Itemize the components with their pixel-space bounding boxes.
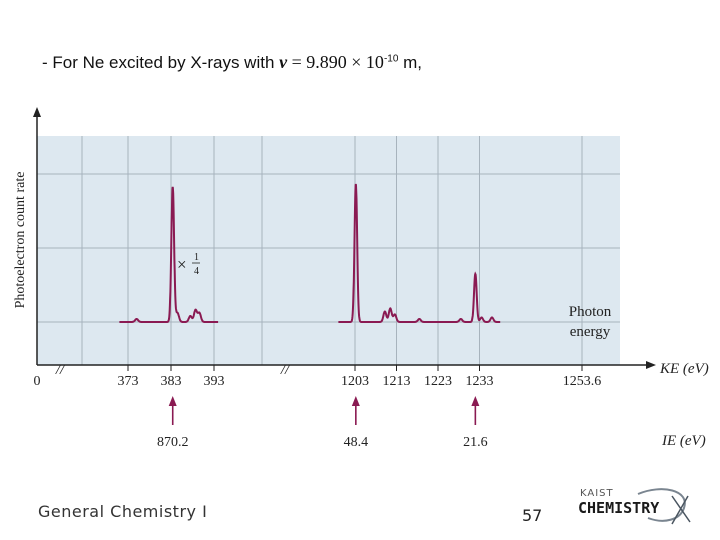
- tick-label-1233: 1233: [466, 374, 494, 389]
- title-equation: = 9.890 × 10: [287, 52, 384, 72]
- ie-arrow-head-2: [471, 396, 480, 406]
- logo-cross: [671, 495, 691, 525]
- plot-background: [37, 136, 620, 365]
- photoelectron-spectrum-chart: 0 373 383 393 1203 1213 1223 1233 1253.6 // // 870…: [13, 107, 709, 450]
- title-nu-symbol: ν: [279, 52, 288, 72]
- course-footer: General Chemistry I: [38, 502, 208, 521]
- x-ticks: 0 373 383 393 1203 1213 1223 1233 1253.6 // //: [34, 362, 602, 389]
- spectrum-trace: [119, 183, 501, 323]
- scale-annotation-numerator: 1: [194, 252, 199, 263]
- kaist-chemistry-logo: KAIST CHEMISTRY: [578, 488, 691, 525]
- tick-label-1203: 1203: [341, 374, 369, 389]
- tick-label-383: 383: [161, 374, 182, 389]
- logo-kaist-text: KAIST: [580, 488, 614, 499]
- scale-annotation-times: ×: [177, 255, 187, 274]
- tick-label-1223: 1223: [424, 374, 452, 389]
- ie-label-0: 870.2: [157, 435, 189, 450]
- x-axis-arrow: [646, 361, 656, 369]
- ie-label-1: 48.4: [344, 435, 369, 450]
- ie-arrows: 870.2 48.4 21.6: [157, 396, 488, 450]
- tick-label-0: 0: [34, 374, 41, 389]
- ke-axis-label: KE (eV): [659, 361, 709, 377]
- ie-label-2: 21.6: [463, 435, 488, 450]
- scale-annotation-denominator: 4: [194, 266, 199, 277]
- tick-label-1253.6: 1253.6: [563, 374, 602, 389]
- ie-arrow-head-0: [168, 396, 177, 406]
- tick-label-393: 393: [204, 374, 225, 389]
- ie-arrow-head-1: [351, 396, 360, 406]
- ie-axis-label: IE (eV): [661, 433, 706, 449]
- tick-label-1213: 1213: [383, 374, 411, 389]
- photon-energy-label-line1: Photon: [569, 304, 612, 320]
- photon-energy-label-line2: energy: [570, 324, 611, 340]
- y-axis-arrow: [33, 107, 41, 117]
- slide-title: - For Ne excited by X-rays with ν = 9.89…: [42, 52, 422, 73]
- title-text: - For Ne excited by X-rays with: [42, 53, 280, 72]
- logo-chemistry-text: CHEMISTRY: [578, 499, 659, 517]
- y-axis-label: Photoelectron count rate: [13, 172, 28, 309]
- trace-segment-low: [119, 186, 219, 323]
- axis-break-0: //: [55, 362, 66, 378]
- title-exponent: -10: [383, 53, 399, 65]
- trace-segment-high: [338, 183, 501, 323]
- title-suffix: m,: [398, 53, 422, 72]
- logo-swoosh: [637, 488, 686, 522]
- tick-label-373: 373: [118, 374, 139, 389]
- axis-break-1: //: [280, 362, 291, 378]
- page-number: 57: [522, 506, 543, 525]
